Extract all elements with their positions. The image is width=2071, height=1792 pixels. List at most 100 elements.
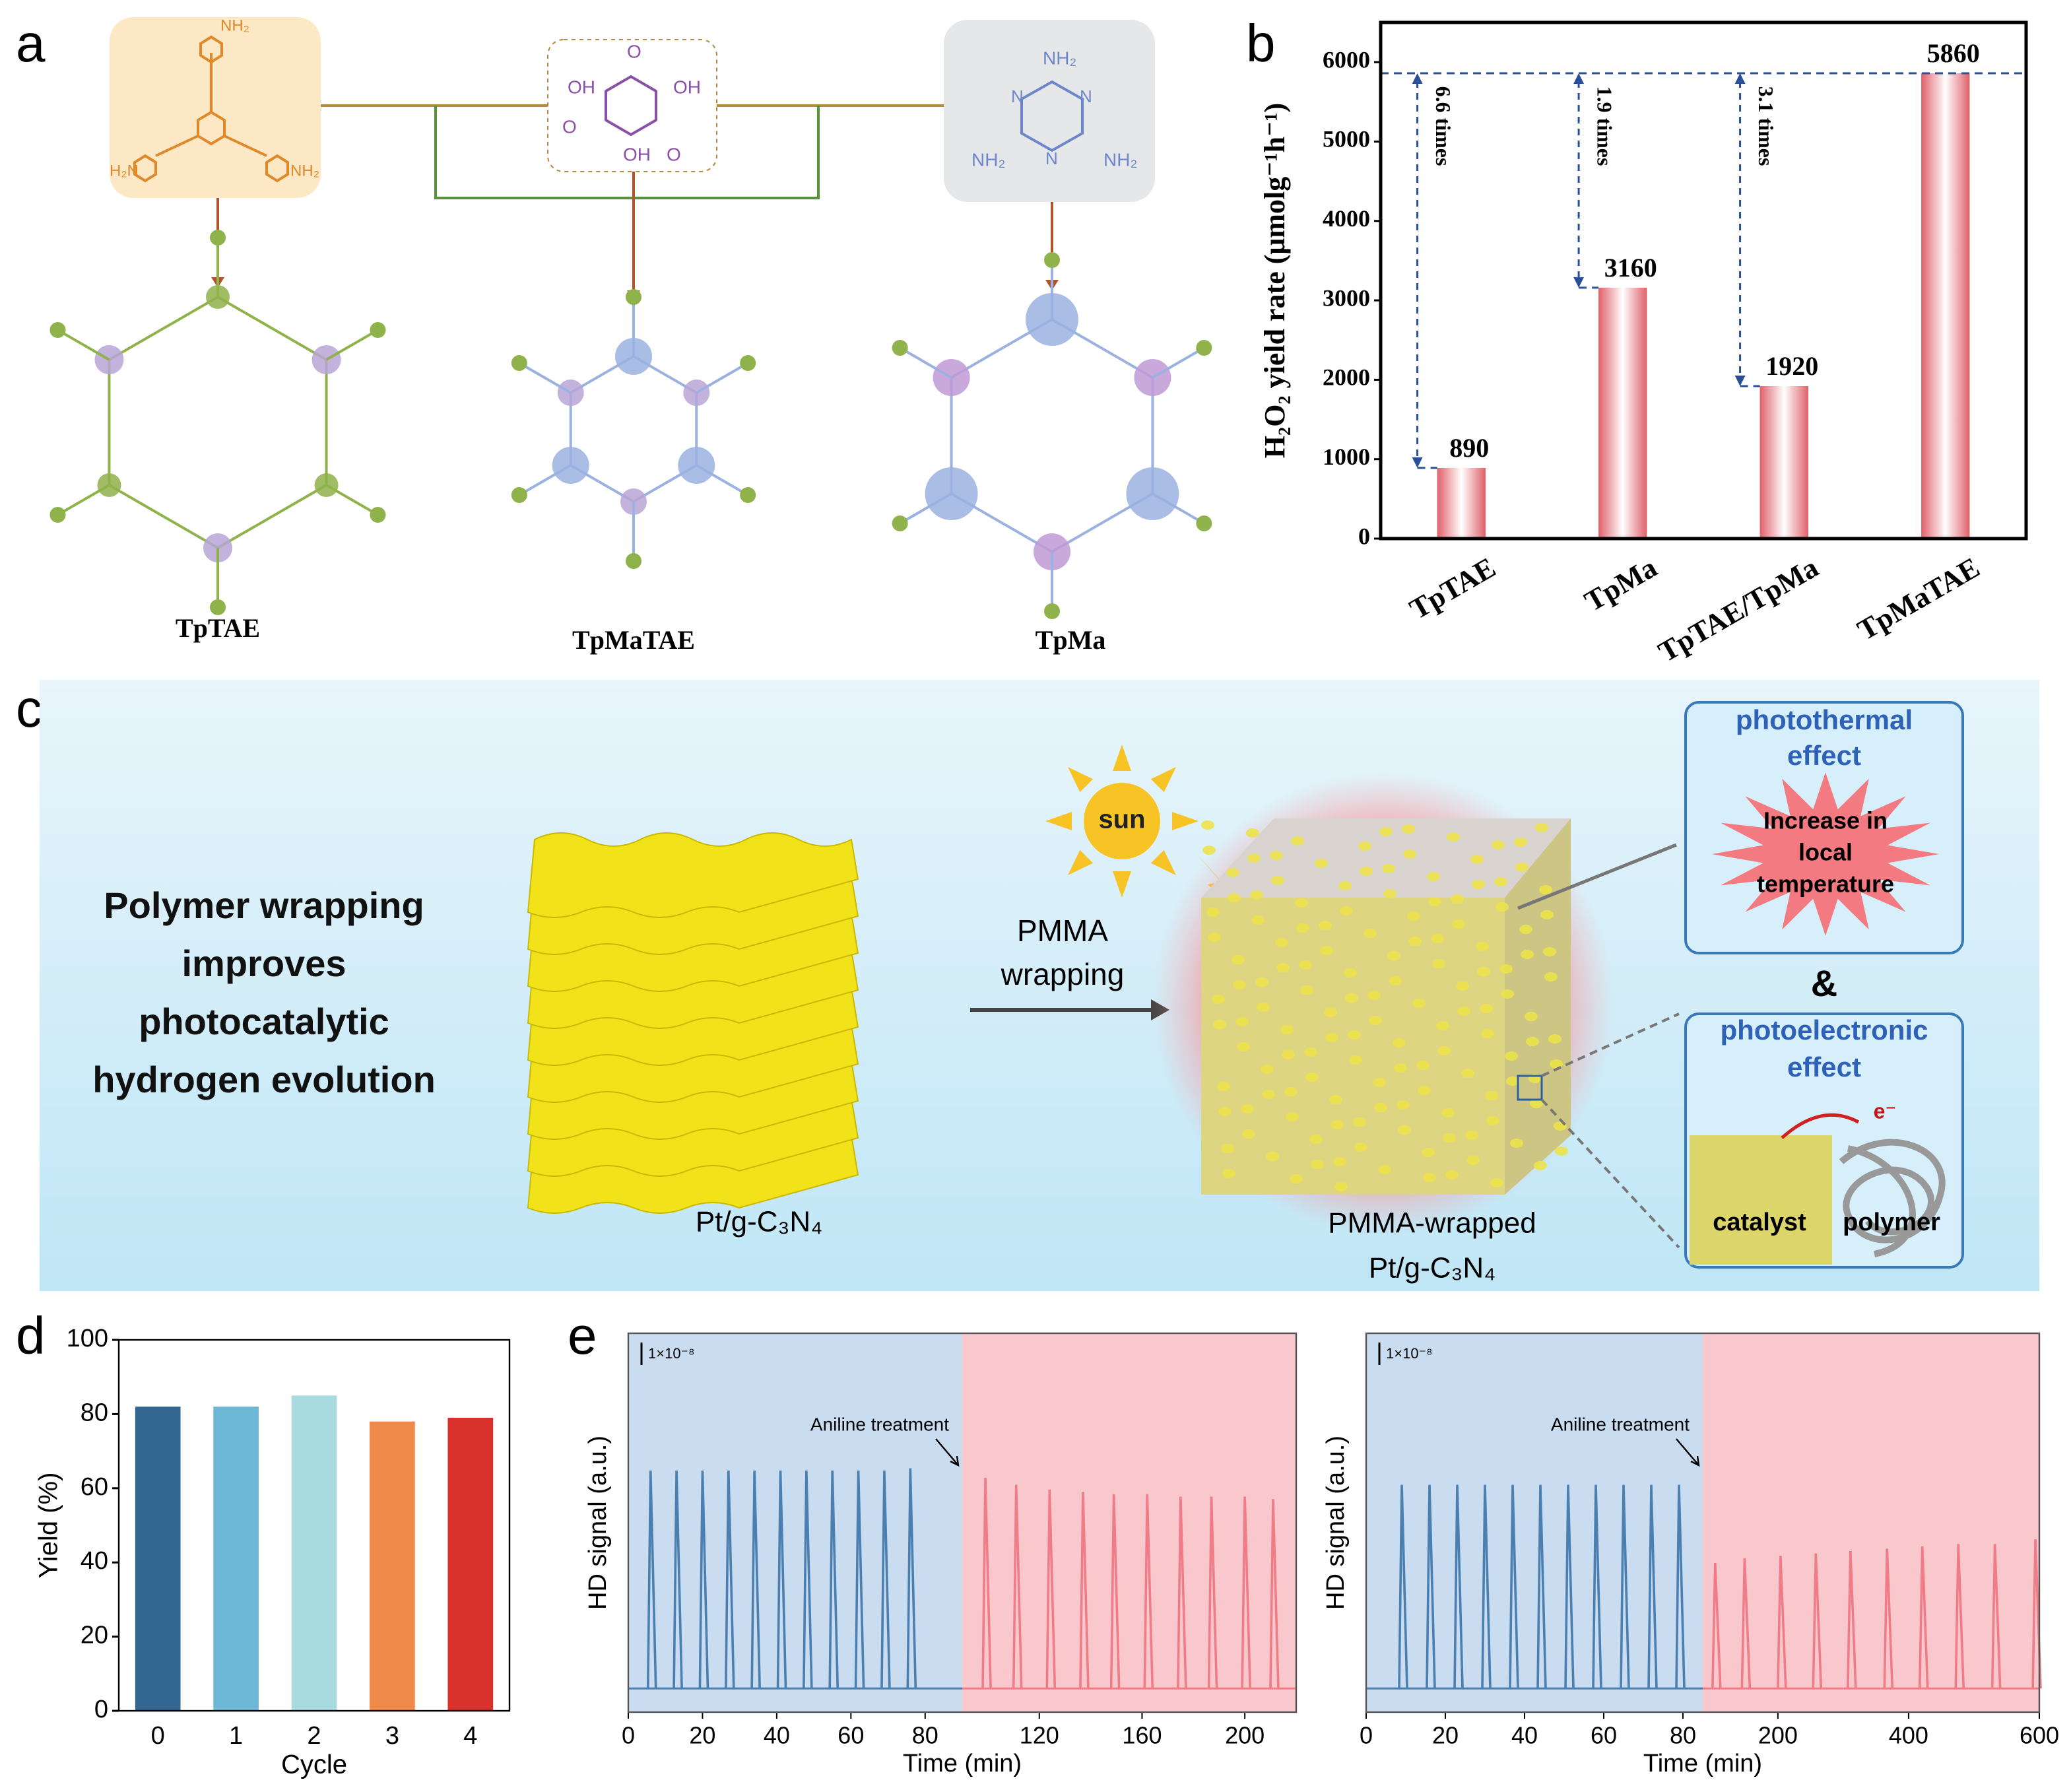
pore	[1476, 942, 1489, 951]
signal-peak	[803, 1471, 813, 1689]
pore	[1555, 1146, 1568, 1156]
framework-node	[740, 487, 756, 503]
signal-peak	[1954, 1544, 1965, 1689]
pore	[1233, 980, 1246, 989]
plot-frame	[1365, 1332, 2041, 1713]
pore	[1422, 1148, 1435, 1157]
pore	[1486, 1116, 1499, 1125]
sun-ray	[1150, 766, 1177, 793]
pore	[1290, 1174, 1303, 1183]
atom-label: NH₂	[971, 149, 1005, 170]
bar	[1921, 73, 1970, 539]
catalyst-block	[1690, 1135, 1832, 1265]
pore	[1436, 1021, 1449, 1030]
signal-peak	[1711, 1562, 1722, 1689]
pore	[1331, 1120, 1344, 1129]
x-axis-label: Time (min)	[903, 1750, 1022, 1777]
pore	[1457, 1007, 1470, 1016]
pore	[1480, 1004, 1493, 1013]
pore	[1367, 991, 1381, 1000]
signal-peak	[1675, 1484, 1686, 1689]
signal-peak	[646, 1471, 657, 1689]
framework-node	[740, 355, 756, 371]
pore	[1255, 978, 1268, 987]
pore	[1247, 853, 1261, 863]
framework-bond	[899, 347, 952, 379]
pore	[1349, 1055, 1362, 1065]
framework-node	[314, 473, 339, 497]
panel-label: d	[16, 1306, 46, 1365]
atom-label: H₂N	[110, 162, 139, 180]
molecule	[133, 35, 289, 183]
pore	[1539, 885, 1552, 894]
pore	[1447, 832, 1460, 842]
pore	[1543, 947, 1556, 956]
pore	[1353, 1117, 1366, 1127]
x-tick-label: 0	[1360, 1722, 1373, 1749]
pore	[1408, 937, 1422, 946]
atom-label: N	[1080, 86, 1092, 106]
pore	[1237, 1042, 1250, 1051]
signal-peak	[1481, 1484, 1492, 1689]
y-axis-label: HD signal (a.u.)	[584, 1436, 612, 1610]
pore	[1271, 876, 1284, 885]
pore	[1282, 1050, 1295, 1059]
electron-label: e⁻	[1874, 1099, 1897, 1123]
panel-label: a	[16, 14, 46, 73]
headline: Polymer wrapping	[104, 884, 424, 926]
plot-frame	[1379, 20, 2028, 541]
annotation: 3.1 times	[1754, 86, 1778, 166]
signal-peak	[1990, 1544, 2002, 1689]
bar	[1759, 386, 1808, 539]
pore	[1485, 1091, 1498, 1100]
pore	[1242, 1129, 1255, 1139]
monomer-box	[944, 20, 1155, 202]
framework-bond	[325, 329, 379, 361]
pore	[1358, 842, 1371, 851]
scale-bar-label: 1×10⁻⁸	[1386, 1345, 1432, 1362]
plot-frame	[117, 1339, 511, 1712]
signal-peak	[1509, 1484, 1519, 1689]
pore	[1427, 872, 1440, 881]
pore	[1461, 1069, 1474, 1078]
pore	[1232, 955, 1245, 964]
pore	[1519, 925, 1532, 934]
pore	[1451, 894, 1464, 904]
pore	[1501, 989, 1514, 999]
pore	[1340, 906, 1353, 915]
pore	[1319, 921, 1332, 930]
pore	[1521, 950, 1534, 959]
molecule	[1020, 80, 1084, 152]
framework-node	[210, 599, 226, 615]
bar	[370, 1421, 415, 1711]
product-label: TpTAE	[176, 613, 260, 643]
pore	[1226, 868, 1239, 877]
chart: 0 20 40 60 80 200 400 600 1×10⁻⁸ Aniline treatmen…	[1322, 1332, 2059, 1777]
pore	[1257, 1003, 1270, 1012]
sun-ray	[1067, 849, 1094, 876]
pore	[1394, 1063, 1407, 1073]
framework-node	[370, 507, 386, 523]
pore	[1530, 1099, 1543, 1108]
atom-label: O	[627, 41, 641, 61]
value-label: 5860	[1927, 38, 1980, 68]
x-axis-label: Cycle	[281, 1750, 347, 1779]
pore	[1262, 1090, 1275, 1099]
bar	[135, 1407, 181, 1711]
framework-node	[1044, 603, 1060, 619]
x-tick-label: 40	[764, 1722, 790, 1749]
y-tick-label: 80	[81, 1399, 108, 1426]
x-tick-label: 200	[1758, 1722, 1798, 1749]
panel-label: c	[16, 679, 42, 738]
pore	[1402, 824, 1415, 834]
signal-peak	[1045, 1489, 1057, 1689]
panel-c: Polymer wrapping improves photocatalytic…	[40, 680, 2039, 1291]
y-tick-label: 2000	[1323, 364, 1370, 391]
pore	[1416, 1061, 1430, 1070]
pore	[1441, 1108, 1455, 1117]
pore	[1477, 967, 1490, 976]
signal-peak	[1620, 1484, 1630, 1689]
pore	[1378, 1165, 1391, 1174]
signal-peak	[1564, 1484, 1575, 1689]
pore	[1481, 1029, 1494, 1038]
